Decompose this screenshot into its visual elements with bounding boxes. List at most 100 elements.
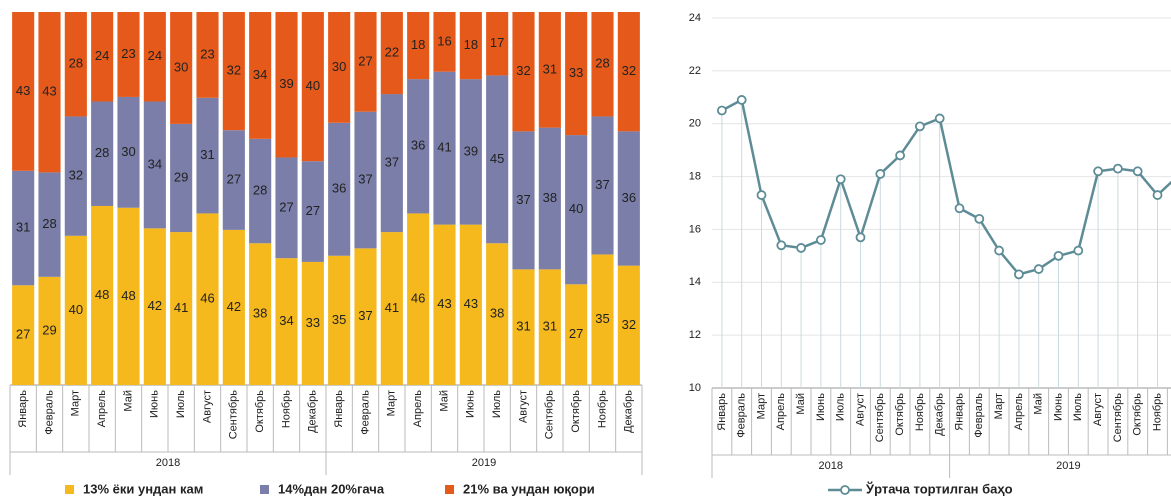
bar-segment	[143, 228, 166, 385]
bar-segment	[328, 122, 351, 256]
value-label: 39	[464, 143, 478, 158]
x-tick-label: Февраль	[736, 393, 748, 438]
value-label: 27	[16, 327, 30, 342]
bar-segment	[12, 12, 35, 171]
bar-segment	[170, 12, 193, 124]
x-tick-label: Май	[795, 393, 807, 415]
value-label: 31	[516, 319, 530, 334]
bar-segment	[617, 265, 640, 385]
value-label: 32	[227, 63, 241, 78]
bar-segment	[275, 12, 298, 158]
value-label: 35	[595, 311, 609, 326]
bar-segment	[12, 170, 35, 286]
x-tick-label: Ноябрь	[280, 390, 292, 428]
value-label: 41	[385, 300, 399, 315]
bar-segment	[196, 213, 219, 385]
bar-segment	[64, 12, 87, 117]
bar-segment	[486, 243, 509, 385]
legend-swatch	[260, 485, 269, 494]
bar-segment	[591, 12, 614, 117]
x-tick-label: Апрель	[412, 390, 424, 428]
value-label: 17	[490, 35, 504, 50]
value-label: 28	[253, 182, 267, 197]
bar-segment	[565, 135, 588, 285]
y-tick-label: 16	[689, 223, 701, 235]
point	[717, 105, 727, 116]
point	[974, 213, 985, 224]
bar-segment	[249, 243, 272, 385]
x-tick-label: Август	[854, 393, 866, 426]
legend-label: Ўртача тортилган баҳо	[865, 481, 1013, 496]
bar-segment	[301, 161, 324, 262]
bar-segment	[117, 12, 140, 97]
value-label: 27	[227, 171, 241, 186]
point	[756, 190, 767, 200]
value-label: 18	[411, 37, 425, 52]
value-label: 41	[174, 300, 188, 315]
point	[934, 113, 945, 124]
bar-segment	[433, 12, 456, 72]
value-label: 32	[622, 317, 636, 332]
value-label: 31	[543, 61, 557, 76]
legend-label: 21% ва ундан юқори	[463, 481, 595, 496]
bar-segment	[407, 213, 430, 385]
bar-segment	[275, 157, 298, 259]
bar-segment	[275, 258, 298, 385]
group-label: 2019	[472, 457, 496, 469]
value-label: 36	[622, 190, 636, 205]
y-tick-label: 12	[689, 329, 701, 341]
bar-segment	[565, 12, 588, 136]
value-label: 18	[464, 37, 478, 52]
point	[1113, 163, 1123, 174]
bar-segment	[64, 235, 87, 385]
x-tick-label: Июль	[1072, 393, 1084, 421]
point	[895, 150, 905, 161]
bar-segment	[591, 254, 614, 385]
bar-segment	[222, 12, 245, 131]
x-tick-label: Июль	[175, 390, 187, 418]
value-label: 24	[148, 48, 162, 63]
value-label: 48	[121, 288, 135, 303]
x-tick-label: Декабрь	[934, 393, 946, 436]
point	[1014, 269, 1024, 280]
x-tick-label: Июль	[491, 390, 503, 418]
point	[994, 245, 1004, 256]
x-tick-label: Июнь	[815, 393, 827, 421]
value-label: 38	[253, 306, 267, 321]
bar-segment	[512, 269, 535, 385]
y-tick-label: 18	[689, 170, 701, 182]
x-tick-label: Май	[122, 390, 134, 412]
point	[736, 95, 747, 105]
bar-segment	[249, 12, 272, 139]
value-label: 45	[490, 151, 504, 166]
value-label: 22	[385, 44, 399, 59]
point	[875, 169, 886, 179]
value-label: 40	[569, 201, 583, 216]
x-tick-label: Февраль	[359, 390, 371, 435]
x-tick-label: Июнь	[465, 390, 477, 418]
value-label: 30	[121, 144, 135, 159]
bar-segment	[91, 101, 114, 206]
value-label: 27	[279, 199, 293, 214]
legend-swatch	[65, 485, 74, 494]
value-label: 37	[358, 171, 372, 186]
value-label: 40	[306, 78, 320, 93]
value-label: 37	[516, 192, 530, 207]
value-label: 31	[16, 219, 30, 234]
group-label: 2018	[819, 460, 843, 472]
bar-segment	[143, 12, 166, 102]
x-tick-label: Май	[1033, 393, 1045, 415]
bar-segment	[380, 12, 403, 95]
x-tick-label: Декабрь	[623, 390, 635, 433]
bar-segment	[538, 269, 561, 385]
legend-swatch	[445, 485, 454, 494]
bar-segment	[433, 71, 456, 225]
value-label: 24	[95, 48, 109, 63]
value-label: 42	[227, 299, 241, 314]
value-label: 41	[437, 140, 451, 155]
bar-segment	[459, 79, 482, 225]
value-label: 48	[95, 287, 109, 302]
legend-label: 14%дан 20%гача	[278, 481, 385, 496]
point	[1053, 250, 1064, 261]
value-label: 30	[332, 59, 346, 74]
